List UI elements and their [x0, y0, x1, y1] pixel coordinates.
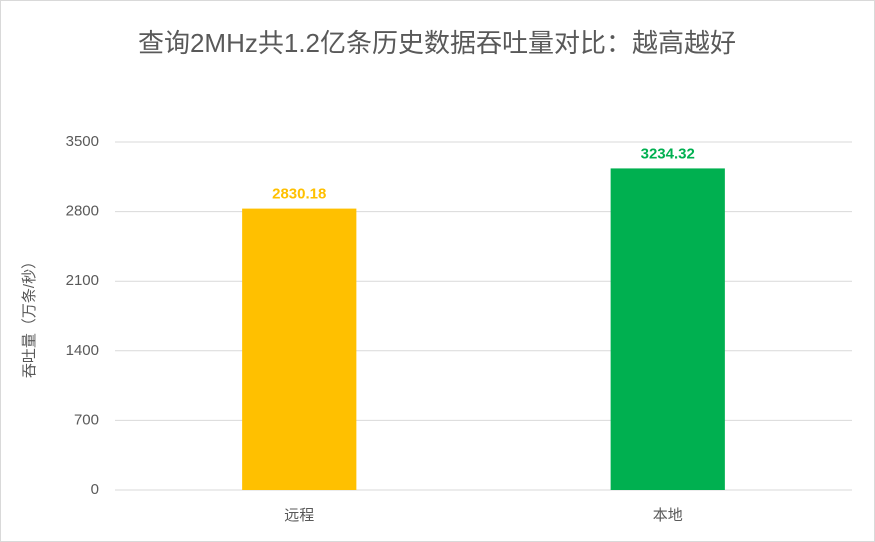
- bar: [610, 168, 725, 490]
- y-tick-label: 2100: [66, 272, 99, 289]
- x-tick-label: 远程: [284, 507, 314, 524]
- bar: [242, 208, 357, 490]
- y-tick-label: 1400: [66, 342, 99, 359]
- chart-title: 查询2MHz共1.2亿条历史数据吞吐量对比：越高越好: [138, 28, 736, 58]
- value-label: 2830.18: [272, 186, 326, 203]
- x-tick-label: 本地: [653, 507, 683, 524]
- y-tick-label: 0: [91, 481, 99, 498]
- y-tick-label: 700: [74, 411, 99, 428]
- y-tick-label: 3500: [66, 133, 99, 150]
- y-tick-label: 2800: [66, 203, 99, 220]
- value-label: 3234.32: [641, 145, 695, 162]
- y-axis-label: 吞吐量（万条/秒）: [21, 254, 38, 378]
